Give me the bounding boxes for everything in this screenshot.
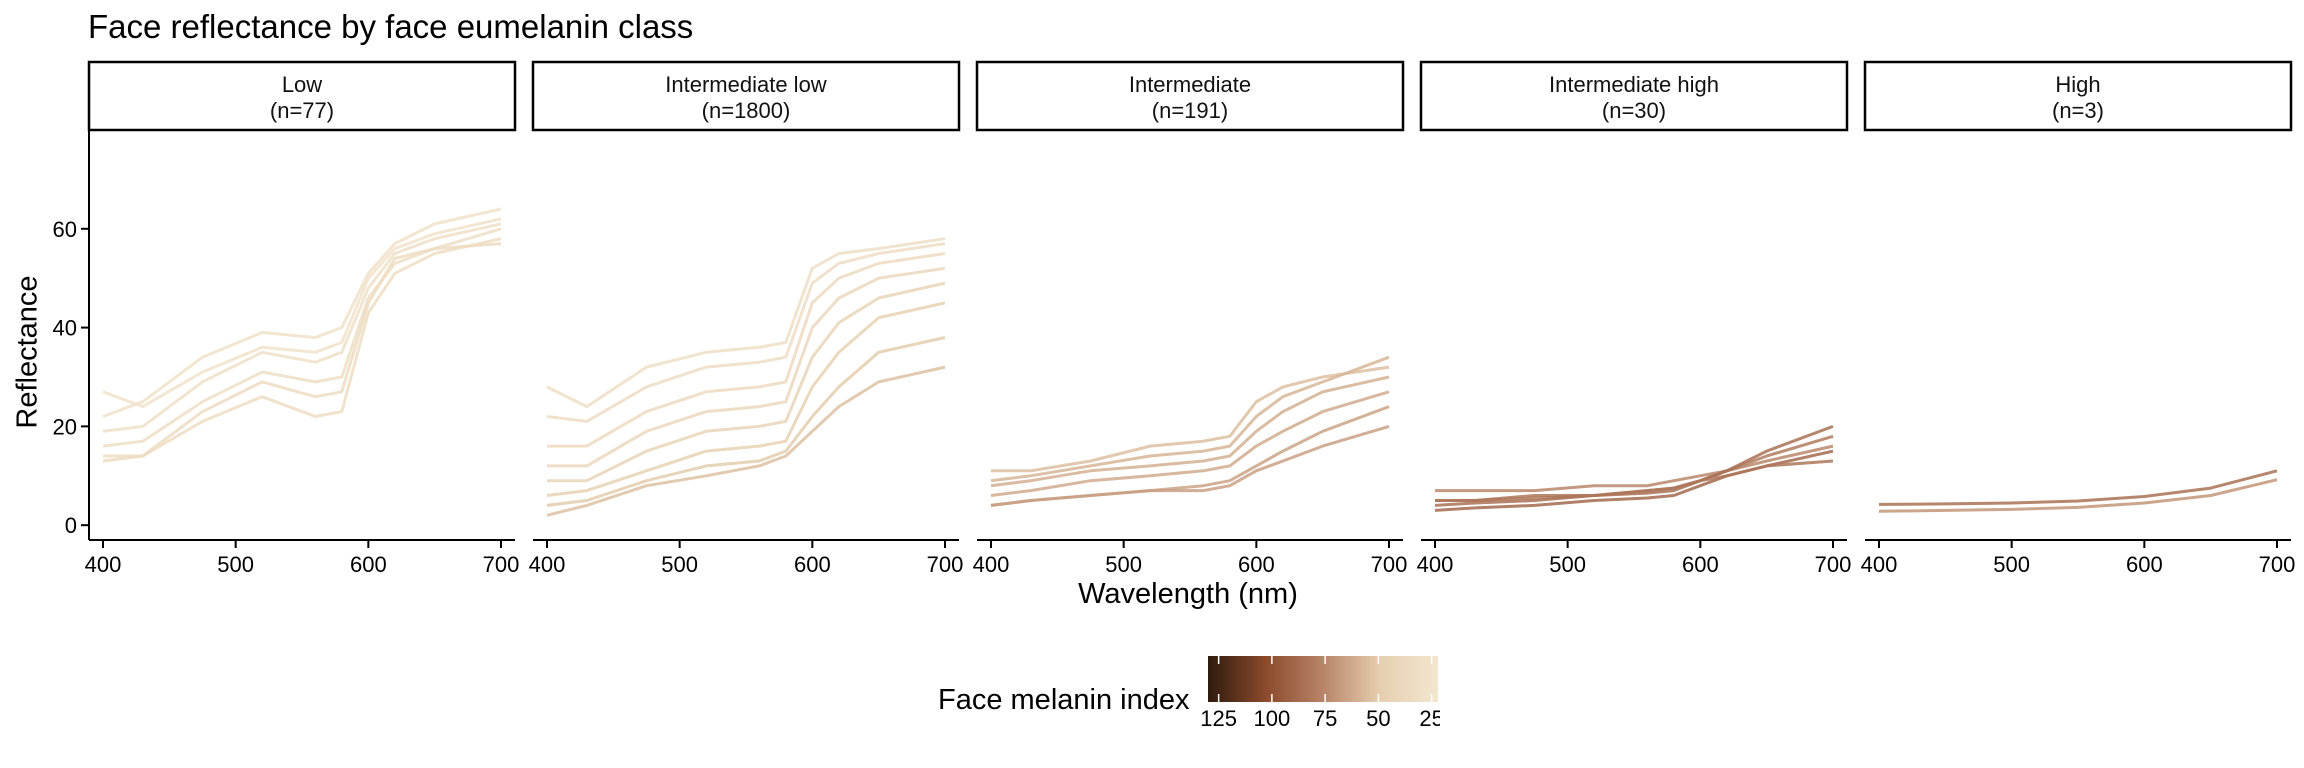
series-line (1435, 444, 1834, 493)
x-tick-label: 400 (973, 552, 1010, 577)
colorbar-tick-label: 75 (1313, 706, 1337, 730)
series-line (102, 222, 502, 433)
series-line (547, 281, 946, 483)
chart-title: Face reflectance by face eumelanin class (88, 8, 694, 45)
facet-strip (87, 60, 517, 132)
y-tick-label: 20 (53, 414, 77, 439)
facet-strip (531, 60, 961, 132)
series-line (546, 301, 946, 497)
series-line (990, 390, 1390, 497)
facet-label: Intermediate high (1549, 72, 1719, 97)
x-tick-label: 400 (1861, 552, 1898, 577)
x-tick-label: 700 (1371, 552, 1408, 577)
colorbar-tick-label: 50 (1366, 706, 1390, 730)
x-tick-label: 700 (1815, 552, 1852, 577)
series-line (546, 237, 946, 409)
facet-strip (975, 60, 1405, 132)
series-line (546, 242, 946, 423)
x-tick-label: 500 (661, 552, 698, 577)
series-line (102, 207, 502, 418)
y-tick-label: 0 (65, 513, 77, 538)
series-line (103, 237, 502, 458)
x-tick-label: 600 (1238, 552, 1275, 577)
x-tick-label: 400 (85, 552, 122, 577)
x-tick-label: 600 (350, 552, 387, 577)
series-line (990, 355, 1390, 483)
melanin-colorbar: 125 100 75 50 25 (1200, 656, 1440, 730)
colorbar-tick-label: 125 (1200, 706, 1237, 730)
series-line (1878, 469, 2278, 506)
x-tick-label: 700 (483, 552, 520, 577)
legend-title: Face melanin index (938, 684, 1190, 716)
x-axis-label: Wavelength (nm) (1078, 578, 1298, 610)
x-tick-label: 600 (1682, 552, 1719, 577)
facet-label: Low (282, 72, 322, 97)
facet-strip (1419, 60, 1849, 132)
colorbar-tick-label: 25 (1419, 706, 1440, 730)
facet-label: Intermediate (1129, 72, 1251, 97)
x-tick-label: 400 (1417, 552, 1454, 577)
series-line (102, 217, 502, 409)
panel-intermediate-high: Intermediate high(n=30) 400 500 600 700 (1417, 60, 1852, 577)
series-line (547, 252, 946, 448)
facet-label: High (2055, 72, 2100, 97)
panel-high: High(n=3) 400 500 600 700 (1861, 60, 2296, 577)
x-tick-label: 700 (927, 552, 964, 577)
series-line (990, 424, 1390, 507)
x-tick-label: 500 (1105, 552, 1142, 577)
x-tick-label: 500 (1993, 552, 2030, 577)
facet-label: Intermediate low (665, 72, 827, 97)
x-tick-label: 700 (2259, 552, 2296, 577)
x-tick-label: 400 (529, 552, 566, 577)
facet-strip (1863, 60, 2293, 132)
series-line (1878, 478, 2278, 513)
facet-count: (n=1800) (702, 98, 791, 123)
panel-intermediate-low: Intermediate low(n=1800) 400 500 600 700 (529, 60, 964, 577)
panel-low: Low(n=77) 400 500 600 700 (85, 60, 520, 577)
colorbar-gradient (1208, 656, 1438, 702)
series-line (990, 375, 1390, 488)
series-line (1435, 459, 1834, 502)
facet-count: (n=30) (1602, 98, 1666, 123)
y-tick-label: 40 (53, 316, 77, 341)
y-tick-label: 60 (53, 217, 77, 242)
x-tick-label: 600 (2126, 552, 2163, 577)
series-line (547, 266, 946, 468)
facet-count: (n=191) (1152, 98, 1228, 123)
x-tick-label: 500 (217, 552, 254, 577)
panel-intermediate: Intermediate(n=191) 400 500 600 700 (973, 60, 1408, 577)
series-line (546, 336, 946, 507)
series-line (546, 365, 946, 517)
facet-count: (n=3) (2052, 98, 2104, 123)
colorbar-tick-label: 100 (1254, 706, 1291, 730)
x-tick-label: 500 (1549, 552, 1586, 577)
series-line (102, 227, 502, 448)
facet-count: (n=77) (270, 98, 334, 123)
series-line (991, 365, 1390, 473)
series-line (1434, 424, 1834, 507)
x-tick-label: 600 (794, 552, 831, 577)
series-line (102, 242, 502, 463)
